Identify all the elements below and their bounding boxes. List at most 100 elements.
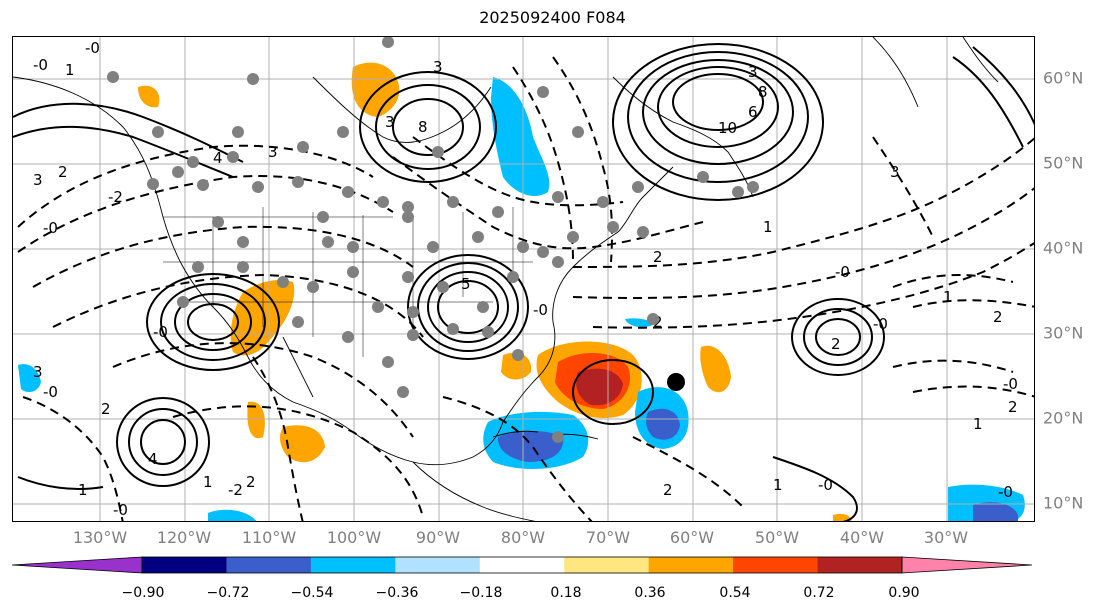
contour-label: 6 bbox=[748, 103, 758, 121]
colorbar-segment bbox=[142, 557, 227, 573]
lon-label: 130°W bbox=[72, 528, 128, 547]
contour-label: -0 bbox=[113, 501, 128, 519]
colorbar-segment bbox=[479, 557, 565, 573]
contour-label: 2 bbox=[246, 473, 256, 491]
contour-label: 3 bbox=[748, 63, 758, 81]
lon-label: 50°W bbox=[754, 528, 800, 547]
contour-label: -0 bbox=[33, 56, 48, 74]
colorbar-tick: 0.54 bbox=[719, 585, 751, 601]
contour-labels: -0 -0 1 4 3 3 2 -0 -2 3 8 3 3 6 8 10 3 1… bbox=[33, 39, 1018, 519]
contour-label: 3 bbox=[385, 113, 395, 131]
coastlines bbox=[13, 37, 999, 521]
contour-label: 8 bbox=[418, 118, 428, 136]
contour-label: -0 bbox=[43, 219, 58, 237]
lat-label: 60°N bbox=[1043, 68, 1084, 88]
shaded-fields bbox=[18, 62, 1025, 521]
colorbar-tick: −0.54 bbox=[290, 585, 334, 601]
contour-label: 4 bbox=[213, 149, 223, 167]
orange-patch-central-am bbox=[280, 425, 325, 463]
contour-label: 2 bbox=[101, 400, 111, 418]
contour-label: 1 bbox=[78, 481, 88, 499]
contour-label: -2 bbox=[108, 188, 123, 206]
high-pacific bbox=[140, 419, 186, 465]
blue-pacific-sw bbox=[208, 509, 257, 521]
orange-patch-mexico bbox=[247, 401, 265, 439]
high-southwest bbox=[187, 303, 239, 341]
contour-label: -0 bbox=[85, 39, 100, 57]
station-markers bbox=[107, 37, 759, 443]
colorbar-segment bbox=[733, 557, 819, 573]
contour-label: -0 bbox=[1003, 375, 1018, 393]
contour-label: 2 bbox=[993, 308, 1003, 326]
map-canvas: -0 -0 1 4 3 3 2 -0 -2 3 8 3 3 6 8 10 3 1… bbox=[13, 37, 1034, 521]
darkblue-atlantic-east bbox=[646, 408, 680, 440]
orange-atlantic bbox=[700, 345, 731, 393]
contour-label: 4 bbox=[148, 450, 158, 468]
colorbar-tick: −0.18 bbox=[459, 585, 503, 601]
contour-label: 2 bbox=[663, 481, 673, 499]
orange-patch-pacific-nw bbox=[138, 85, 160, 108]
colorbar bbox=[11, 556, 1033, 574]
contour-label: -0 bbox=[873, 315, 888, 333]
lat-label: 50°N bbox=[1043, 153, 1084, 173]
orange-patch-gulf bbox=[501, 352, 532, 380]
lat-label: 40°N bbox=[1043, 238, 1084, 258]
colorbar-tick: −0.36 bbox=[375, 585, 419, 601]
contour-label: 5 bbox=[461, 275, 471, 293]
colorbar-segment bbox=[648, 557, 734, 573]
lon-label: 70°W bbox=[585, 528, 631, 547]
lon-label: 120°W bbox=[156, 528, 212, 547]
lon-label: 110°W bbox=[241, 528, 297, 547]
lon-label: 30°W bbox=[923, 528, 969, 547]
contour-label: 10 bbox=[718, 119, 737, 137]
orange-patch-hudson bbox=[351, 62, 400, 117]
contour-label: -0 bbox=[43, 383, 58, 401]
high-caribbean bbox=[572, 359, 654, 425]
lat-label: 10°N bbox=[1043, 493, 1084, 513]
lon-label: 60°W bbox=[669, 528, 715, 547]
darkblue-caribbean bbox=[497, 431, 564, 462]
contour-label: -2 bbox=[228, 481, 243, 499]
high-mid-atlantic bbox=[815, 318, 861, 356]
contour-label: -0 bbox=[533, 301, 548, 319]
map-title: 2025092400 F084 bbox=[479, 8, 626, 27]
contour-label: 3 bbox=[890, 163, 900, 181]
contour-label: 3 bbox=[33, 171, 43, 189]
lon-label: 100°W bbox=[326, 528, 382, 547]
colorbar-segment bbox=[310, 557, 396, 573]
lon-label: 40°W bbox=[839, 528, 885, 547]
contour-label: 3 bbox=[433, 58, 443, 76]
colorbar-segment bbox=[12, 557, 142, 573]
contour-label: 8 bbox=[758, 83, 768, 101]
colorbar-tick: 0.18 bbox=[550, 585, 582, 601]
contour-label: 2 bbox=[831, 335, 841, 353]
colorbar-tick: −0.90 bbox=[121, 585, 165, 601]
storm-center-marker bbox=[667, 373, 685, 391]
contour-label: 1 bbox=[943, 288, 953, 306]
darkblue-se-corner bbox=[973, 502, 1018, 521]
contour-label: 2 bbox=[1008, 398, 1018, 416]
colorbar-tick: 0.72 bbox=[803, 585, 835, 601]
colorbar-tick: 0.90 bbox=[888, 585, 920, 601]
orange-small-se bbox=[833, 513, 852, 521]
blue-pacific-w bbox=[18, 364, 41, 393]
colorbar-segment bbox=[226, 557, 312, 573]
contour-label: 3 bbox=[33, 363, 43, 381]
map-panel: -0 -0 1 4 3 3 2 -0 -2 3 8 3 3 6 8 10 3 1… bbox=[12, 36, 1035, 522]
contour-label: 1 bbox=[763, 218, 773, 236]
contour-label: 1 bbox=[973, 415, 983, 433]
contour-label: 1 bbox=[65, 61, 75, 79]
lon-label: 80°W bbox=[500, 528, 546, 547]
colorbar-tick: −0.72 bbox=[206, 585, 250, 601]
colorbar-segment bbox=[902, 557, 1032, 573]
high-northeast bbox=[672, 73, 764, 131]
contour-label: -0 bbox=[835, 263, 850, 281]
high-hudson bbox=[392, 98, 464, 156]
contour-label: 2 bbox=[58, 163, 68, 181]
contour-label: -0 bbox=[998, 483, 1013, 501]
contour-label: 3 bbox=[268, 143, 278, 161]
lat-label: 30°N bbox=[1043, 323, 1084, 343]
contour-label: -0 bbox=[818, 476, 833, 494]
colorbar-segment bbox=[564, 557, 650, 573]
contour-label: 1 bbox=[773, 476, 783, 494]
